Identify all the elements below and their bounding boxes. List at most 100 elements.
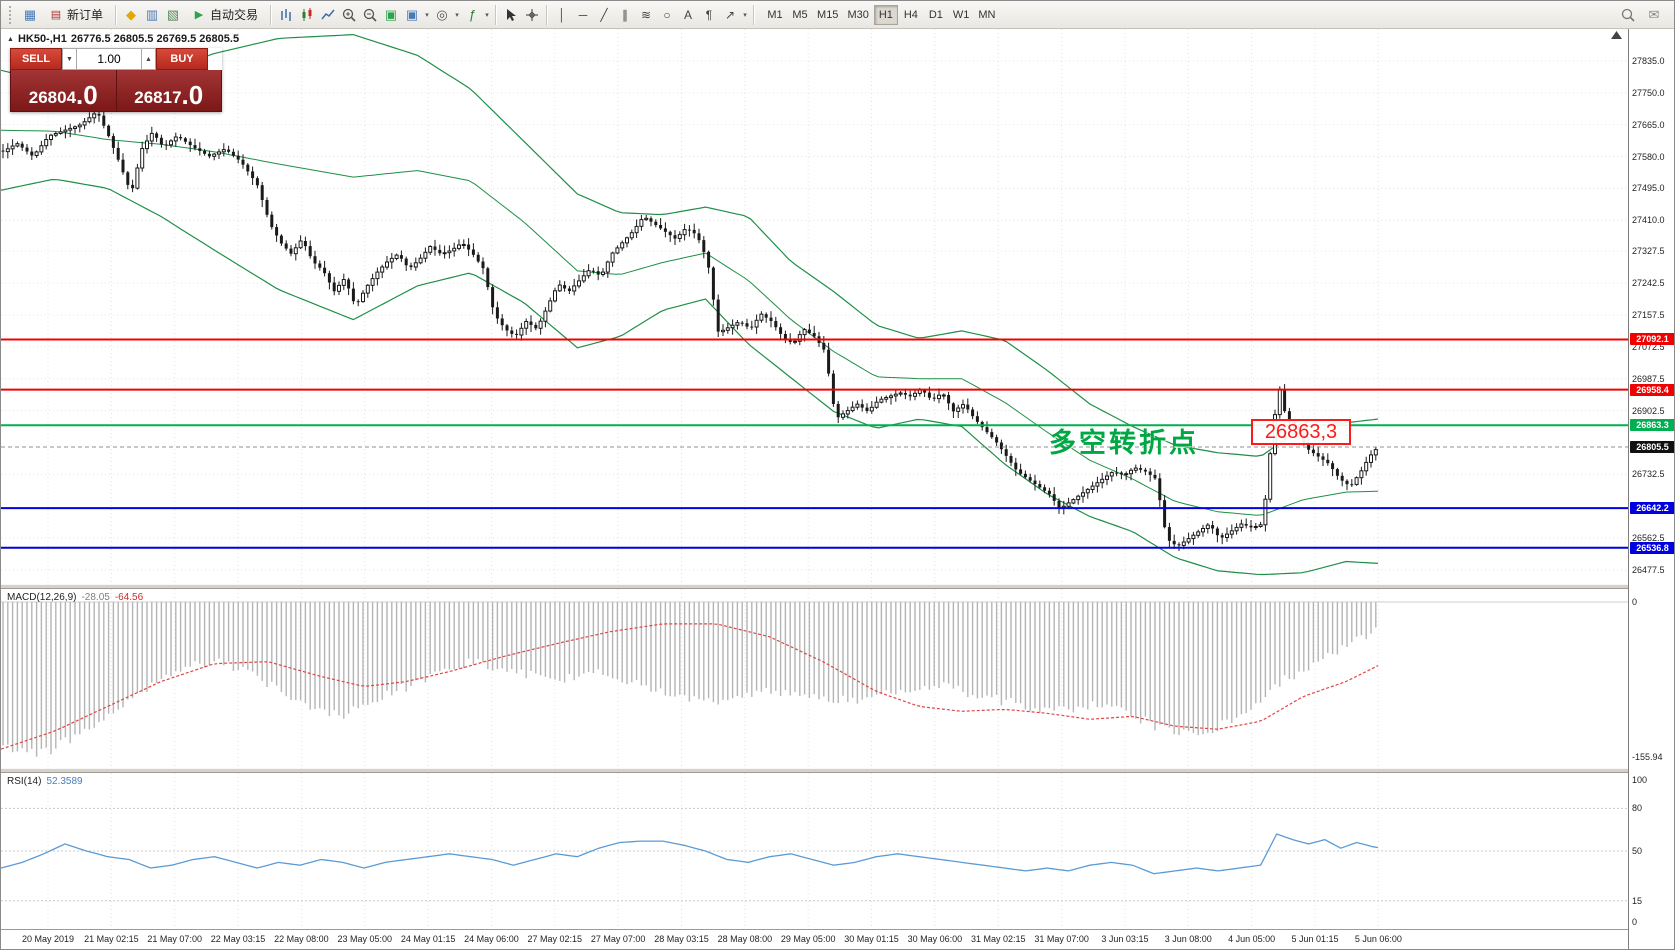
volume-input[interactable] — [76, 48, 142, 70]
hline-price-label: 26863.3 — [1630, 419, 1674, 432]
time-axis-label: 24 May 01:15 — [400, 934, 456, 944]
one-click-collapse-icon[interactable]: ▲ — [7, 35, 14, 43]
new-order-icon: ▤ — [50, 9, 62, 21]
price-axis-label: 27157.5 — [1632, 309, 1665, 320]
time-axis-label: 28 May 03:15 — [654, 934, 709, 944]
indicators-icon[interactable]: ƒ — [468, 7, 476, 22]
indicators-caret-icon[interactable]: ▾ — [485, 11, 489, 19]
rsi-label: RSI(14) 52.3589 — [7, 776, 83, 787]
text-label-tool-icon[interactable]: ¶ — [705, 7, 713, 22]
time-axis-label: 24 May 06:00 — [464, 934, 519, 944]
timeframe-h4[interactable]: H4 — [903, 8, 918, 21]
data-window-icon[interactable]: ▥ — [145, 6, 159, 22]
arrows-tool-icon[interactable]: ↗ — [725, 7, 736, 22]
market-watch-icon[interactable]: ◆ — [126, 6, 137, 22]
sell-button[interactable]: SELL — [10, 48, 62, 70]
search-icon[interactable] — [1618, 5, 1638, 25]
new-order-button[interactable]: ▤ 新订单 — [41, 2, 111, 27]
buy-price-fraction: .0 — [181, 79, 204, 110]
time-axis-label: 31 May 02:15 — [970, 934, 1026, 944]
chart-ohlc-values: 26776.5 26805.5 26769.5 26805.5 — [70, 33, 240, 45]
zoom-out-icon[interactable] — [360, 5, 380, 25]
macd-signal-value: -64.56 — [114, 592, 144, 603]
volume-decrease-button[interactable]: ▼ — [62, 48, 76, 70]
timeframe-mn[interactable]: MN — [978, 8, 996, 21]
timeframe-h1[interactable]: H1 — [873, 4, 898, 25]
price-axis-label: 15 — [1632, 895, 1643, 906]
new-chart-icon[interactable]: ▦ — [23, 6, 37, 22]
macd-panel[interactable]: MACD(12,26,9) -28.05 -64.56 — [1, 589, 1628, 768]
one-click-trading-panel: SELL ▼ ▲ BUY 26804.0 26817.0 — [10, 48, 222, 112]
price-axis-label: 26987.5 — [1632, 373, 1665, 384]
panel-divider[interactable] — [1, 768, 1628, 773]
text-tool-icon[interactable]: A — [684, 7, 693, 22]
price-axis-label: 27665.0 — [1632, 119, 1665, 130]
timeframe-m5[interactable]: M5 — [792, 8, 808, 21]
crosshair-icon[interactable] — [522, 5, 542, 25]
chart-area[interactable]: ▲ HK50-,H1 26776.5 26805.5 26769.5 26805… — [1, 29, 1628, 584]
toolbar-separator — [115, 4, 118, 25]
bar-chart-type-icon[interactable] — [276, 5, 296, 25]
time-axis-label: 31 May 07:00 — [1034, 934, 1089, 944]
tile-windows-icon[interactable]: ▣ — [384, 6, 398, 22]
macd-svg[interactable] — [1, 589, 1628, 768]
price-axis-label: 27242.5 — [1632, 278, 1665, 289]
main-chart-svg[interactable] — [1, 29, 1628, 584]
buy-button[interactable]: BUY — [156, 48, 208, 70]
time-axis-label: 5 Jun 01:15 — [1291, 934, 1339, 944]
time-axis-label: 21 May 02:15 — [84, 934, 139, 944]
price-axis[interactable]: 27835.0 27750.0 27665.0 27580.0 27495.0 27410… — [1628, 29, 1674, 949]
sell-price-button[interactable]: 26804.0 — [11, 70, 117, 111]
fibonacci-tool-icon[interactable]: ≋ — [641, 7, 652, 22]
toolbar: ▦ ▤ 新订单 ◆ ▥ ▧ ▶ 自动交易 ▣ ▣ ▾ ◎ ▾ ƒ ▾ — [1, 1, 1674, 29]
period-caret-icon[interactable]: ▾ — [455, 11, 459, 19]
price-axis-label: 27835.0 — [1632, 55, 1665, 66]
rsi-svg[interactable] — [1, 773, 1628, 928]
rsi-panel[interactable]: RSI(14) 52.3589 — [1, 773, 1628, 928]
channel-tool-icon[interactable]: ∥ — [622, 7, 629, 22]
auto-trading-button[interactable]: ▶ 自动交易 — [184, 2, 266, 27]
community-icon[interactable]: ✉ — [1648, 6, 1660, 22]
horizontal-line-tool-icon[interactable]: ─ — [578, 7, 588, 22]
profiles-icon[interactable]: ▣ — [405, 6, 419, 22]
price-axis-label: 0 — [1632, 597, 1638, 607]
turning-point-annotation[interactable]: 多空转折点 — [1049, 428, 1199, 458]
navigator-icon[interactable]: ▧ — [166, 6, 180, 22]
period-icon[interactable]: ◎ — [436, 6, 448, 22]
macd-label: MACD(12,26,9) -28.05 -64.56 — [7, 592, 143, 603]
arrows-caret-icon[interactable]: ▾ — [743, 11, 747, 19]
sell-price-fraction: .0 — [76, 79, 98, 110]
vertical-line-tool-icon[interactable]: │ — [558, 7, 566, 22]
volume-increase-button[interactable]: ▲ — [142, 48, 156, 70]
timeframe-m1[interactable]: M1 — [767, 8, 783, 21]
one-click-price-row: 26804.0 26817.0 — [10, 70, 222, 112]
panel-divider[interactable] — [1, 584, 1628, 589]
time-axis-label: 27 May 07:00 — [590, 934, 646, 944]
candlestick-chart-type-icon[interactable] — [297, 5, 317, 25]
rsi-name: RSI(14) — [7, 776, 42, 787]
timeframe-d1[interactable]: D1 — [928, 8, 943, 21]
line-chart-type-icon[interactable] — [318, 5, 338, 25]
time-axis-label: 21 May 07:00 — [147, 934, 202, 944]
trendline-tool-icon[interactable]: ╱ — [600, 7, 608, 22]
time-axis-label: 3 Jun 03:15 — [1101, 934, 1149, 944]
price-annotation-box[interactable]: 26863,3 — [1251, 419, 1351, 445]
buy-price-main: 26817 — [134, 88, 182, 107]
toolbar-grip-handle[interactable] — [9, 5, 15, 24]
time-axis-label: 22 May 08:00 — [274, 934, 329, 944]
cursor-icon[interactable] — [501, 5, 521, 25]
price-axis-label: 27072.5 — [1632, 341, 1665, 352]
buy-price-button[interactable]: 26817.0 — [117, 70, 222, 111]
time-axis-label: 22 May 03:15 — [210, 934, 266, 944]
timeframe-toolbar: M1 M5 M15 M30 H1 H4 D1 W1 MN — [763, 4, 999, 25]
zoom-in-icon[interactable] — [339, 5, 359, 25]
timeframe-m30[interactable]: M30 — [847, 8, 869, 21]
profiles-caret-icon[interactable]: ▾ — [425, 11, 429, 19]
shapes-tool-icon[interactable]: ○ — [663, 7, 671, 22]
time-axis[interactable]: 20 May 2019 21 May 02:15 21 May 07:00 22 Ma… — [1, 929, 1628, 949]
toolbar-separator — [495, 4, 498, 25]
time-axis-label: 4 Jun 05:00 — [1228, 934, 1276, 944]
toolbar-separator — [753, 4, 756, 25]
timeframe-w1[interactable]: W1 — [952, 8, 970, 21]
timeframe-m15[interactable]: M15 — [817, 8, 839, 21]
